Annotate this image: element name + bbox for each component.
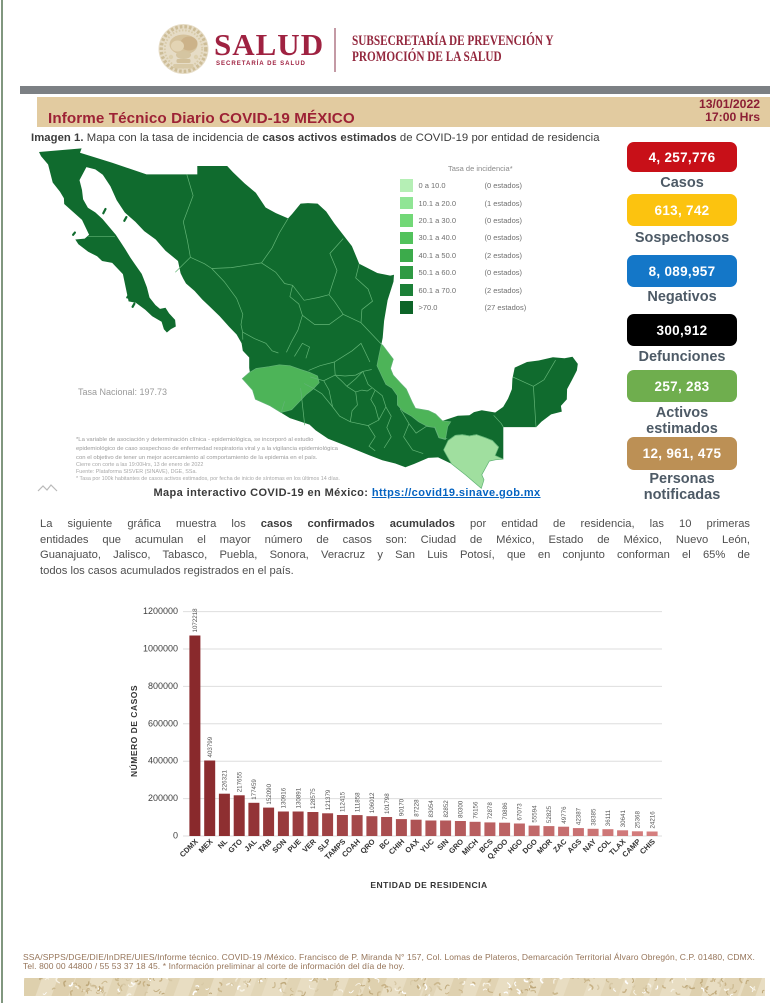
svg-text:87228: 87228 <box>413 799 420 817</box>
svg-text:70886: 70886 <box>502 802 509 820</box>
svg-text:106012: 106012 <box>369 792 376 813</box>
svg-text:400000: 400000 <box>148 756 178 766</box>
svg-text:JAL: JAL <box>242 837 259 854</box>
svg-text:ZAC: ZAC <box>551 837 569 855</box>
svg-text:SON: SON <box>270 837 288 855</box>
svg-text:130916: 130916 <box>281 787 288 808</box>
svg-text:30641: 30641 <box>620 810 627 828</box>
svg-text:NÚMERO DE CASOS: NÚMERO DE CASOS <box>128 685 139 777</box>
svg-text:36111: 36111 <box>605 809 612 826</box>
svg-text:82852: 82852 <box>443 800 450 818</box>
svg-text:101798: 101798 <box>384 793 391 814</box>
svg-text:ENTIDAD DE RESIDENCIA: ENTIDAD DE RESIDENCIA <box>370 880 487 890</box>
svg-text:1000000: 1000000 <box>143 644 178 654</box>
svg-text:QRO: QRO <box>358 837 377 856</box>
svg-text:226321: 226321 <box>222 769 229 790</box>
svg-text:600000: 600000 <box>148 718 178 728</box>
svg-text:DGO: DGO <box>521 837 540 856</box>
svg-text:130891: 130891 <box>295 787 302 808</box>
svg-text:MEX: MEX <box>197 837 215 855</box>
svg-text:CHIS: CHIS <box>638 837 657 856</box>
svg-text:55594: 55594 <box>531 805 538 823</box>
svg-text:38385: 38385 <box>590 808 597 826</box>
svg-text:128575: 128575 <box>310 788 317 809</box>
svg-text:CHIH: CHIH <box>387 837 406 856</box>
svg-text:VER: VER <box>301 837 319 855</box>
svg-text:177459: 177459 <box>251 779 258 800</box>
svg-text:PUE: PUE <box>286 837 303 854</box>
svg-text:112415: 112415 <box>340 791 347 812</box>
svg-text:GTO: GTO <box>226 837 244 855</box>
svg-text:83054: 83054 <box>428 800 435 818</box>
svg-text:67073: 67073 <box>517 803 524 821</box>
svg-text:121379: 121379 <box>325 789 332 810</box>
svg-text:217655: 217655 <box>236 771 243 792</box>
svg-text:0: 0 <box>173 831 178 841</box>
svg-text:52825: 52825 <box>546 805 553 823</box>
svg-text:MICH: MICH <box>460 837 480 857</box>
svg-text:76156: 76156 <box>472 801 479 819</box>
svg-text:1200000: 1200000 <box>143 606 178 616</box>
svg-text:AGS: AGS <box>565 837 583 855</box>
svg-text:MOR: MOR <box>535 837 554 856</box>
svg-text:49776: 49776 <box>561 806 568 824</box>
svg-text:800000: 800000 <box>148 681 178 691</box>
svg-text:TAB: TAB <box>257 837 274 854</box>
svg-text:80300: 80300 <box>458 800 465 818</box>
svg-text:24216: 24216 <box>649 811 656 829</box>
svg-text:1072218: 1072218 <box>192 608 199 633</box>
svg-text:72878: 72878 <box>487 802 494 820</box>
svg-text:NAY: NAY <box>581 837 598 854</box>
svg-text:403799: 403799 <box>207 736 214 757</box>
svg-text:90170: 90170 <box>399 798 406 816</box>
svg-text:152090: 152090 <box>266 783 273 804</box>
svg-text:25368: 25368 <box>635 811 642 829</box>
svg-text:OAX: OAX <box>403 837 421 855</box>
svg-text:YUC: YUC <box>418 837 436 855</box>
svg-text:HGO: HGO <box>506 837 525 856</box>
svg-text:111858: 111858 <box>354 792 361 812</box>
svg-text:200000: 200000 <box>148 793 178 803</box>
svg-text:42387: 42387 <box>576 807 583 825</box>
